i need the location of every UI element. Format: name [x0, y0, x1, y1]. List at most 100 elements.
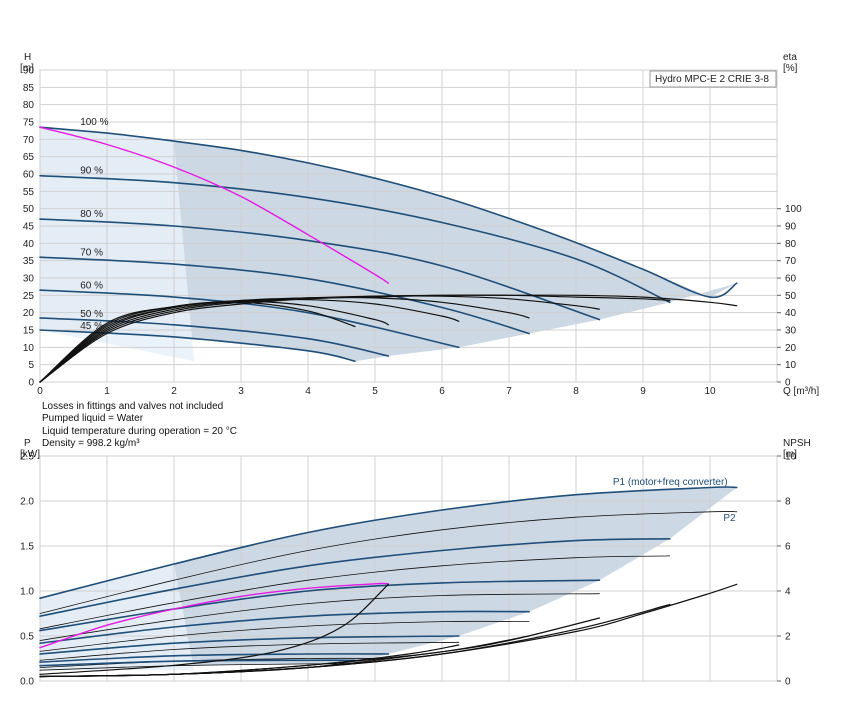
y2-tick-label: 0: [785, 378, 791, 389]
series-p2-90-: [39, 555, 671, 630]
x-tick-label: 8: [573, 386, 579, 397]
y2-tick-label: 90: [785, 222, 797, 233]
speed-label: 100 %: [80, 117, 108, 128]
y-tick-label: 0.5: [20, 632, 34, 643]
y-tick-label: 20: [23, 308, 35, 319]
x-axis-label: Q [m³/h]: [783, 386, 819, 397]
y-tick-label: 50: [23, 204, 35, 215]
series-h-50-: [39, 317, 390, 357]
y2-tick-label: 10: [785, 452, 797, 463]
curve-annotation: P2: [723, 513, 736, 524]
x-tick-label: 3: [238, 386, 244, 397]
y-tick-label: 10: [23, 343, 35, 354]
y-tick-label: 25: [23, 291, 35, 302]
series-h-70-: [39, 256, 530, 335]
y-tick-label: 5: [28, 360, 34, 371]
y2-tick-label: 70: [785, 256, 797, 267]
y-tick-label: 0: [28, 378, 34, 389]
y-axis-label: P: [24, 438, 31, 449]
series-h-100-: [39, 126, 738, 299]
qp-chart: 0.0 0.5 1.0 1.5 2.0 2.5 0 2 4 6 8 10 P[kW] NPSH[m] P1 …: [20, 438, 811, 688]
chart-title-box: [649, 70, 777, 88]
series-eta-45-: [39, 301, 356, 383]
y-tick-label: 0.0: [20, 677, 34, 688]
series-p1-80-: [39, 579, 601, 632]
y2-tick-label: 2: [785, 632, 791, 643]
speed-label: 60 %: [80, 281, 103, 292]
y2-axis-unit: [m]: [783, 449, 797, 460]
series-p1-60-: [39, 635, 460, 655]
operating-area: [40, 487, 737, 671]
speed-label: 50 %: [80, 309, 103, 320]
series-p2-60-: [39, 641, 460, 661]
series-best-efficiency-line: [39, 126, 390, 284]
speed-label: 45 %: [80, 321, 103, 332]
y-tick-label: 2.0: [20, 497, 34, 508]
y2-tick-label: 60: [785, 274, 797, 285]
note-pumped-liquid: Pumped liquid = Water: [42, 413, 144, 425]
y-tick-label: 1.0: [20, 587, 34, 598]
y2-tick-label: 0: [785, 677, 791, 688]
series-eta-70-: [39, 296, 530, 383]
series-h-45-: [39, 329, 356, 362]
curve-annotation: P1 (motor+freq converter): [613, 477, 728, 488]
y-tick-label: 85: [23, 83, 35, 94]
note-losses: Losses in fittings and valves not includ…: [42, 401, 224, 412]
y2-tick-label: 8: [785, 497, 791, 508]
speed-label: 70 %: [80, 247, 103, 258]
y-axis-label: H: [24, 52, 31, 63]
y2-axis-label: eta: [783, 52, 797, 63]
y-tick-label: 90: [23, 66, 35, 77]
y2-tick-label: 40: [785, 308, 797, 319]
y2-tick-label: 6: [785, 542, 791, 553]
x-tick-label: 2: [171, 386, 177, 397]
y2-axis-unit: [%]: [783, 63, 798, 74]
series-p2-70-: [39, 620, 530, 652]
y-tick-label: 2.5: [20, 452, 34, 463]
series-npsh-45-: [39, 660, 356, 678]
y-tick-label: 35: [23, 256, 35, 267]
qh-chart: 0510152025303540455055606570758085900102…: [20, 52, 819, 397]
series-p1-90-: [39, 538, 671, 617]
series-eta-60-: [39, 298, 460, 383]
y-tick-label: 60: [23, 170, 35, 181]
x-tick-label: 4: [305, 386, 311, 397]
series-p2-80-: [39, 593, 600, 641]
y2-axis-label: NPSH: [783, 438, 811, 449]
series-h-90-: [39, 174, 671, 304]
y2-tick-label: 4: [785, 587, 791, 598]
y-tick-label: 55: [23, 187, 35, 198]
y-tick-label: 65: [23, 152, 35, 163]
series-p1-100-: [39, 486, 738, 599]
y2-tick-label: 80: [785, 239, 797, 250]
y-tick-label: 15: [23, 326, 35, 337]
y-tick-label: 30: [23, 274, 35, 285]
y-tick-label: 80: [23, 100, 35, 111]
y-tick-label: 70: [23, 135, 35, 146]
note-liquid-temperature: Liquid temperature during operation = 20…: [42, 425, 237, 437]
y2-tick-label: 30: [785, 326, 797, 337]
series-h-80-: [39, 218, 601, 321]
y-tick-label: 45: [23, 222, 35, 233]
series-p1-50-: [39, 653, 390, 663]
operating-area-light: [40, 127, 195, 362]
y2-tick-label: 20: [785, 343, 797, 354]
x-tick-label: 7: [506, 386, 512, 397]
series-best-efficiency-line: [39, 582, 390, 649]
x-tick-label: 6: [439, 386, 445, 397]
series-p2-100-: [39, 511, 738, 614]
x-tick-label: 10: [704, 386, 716, 397]
series-npsh-50-: [39, 583, 389, 675]
y2-tick-label: 100: [785, 204, 802, 215]
chart-notes: Losses in fittings and valves not includ…: [42, 401, 237, 450]
y-tick-label: 75: [23, 118, 35, 129]
y-axis-unit: [kW]: [20, 449, 40, 460]
series-p1-70-: [39, 610, 530, 644]
series-eta-50-: [39, 300, 389, 383]
note-density: Density = 998.2 kg/m³: [42, 437, 140, 449]
y2-tick-label: 50: [785, 291, 797, 302]
y-axis-unit: [m]: [20, 63, 34, 74]
x-tick-label: 5: [372, 386, 378, 397]
y2-tick-label: 10: [785, 360, 797, 371]
